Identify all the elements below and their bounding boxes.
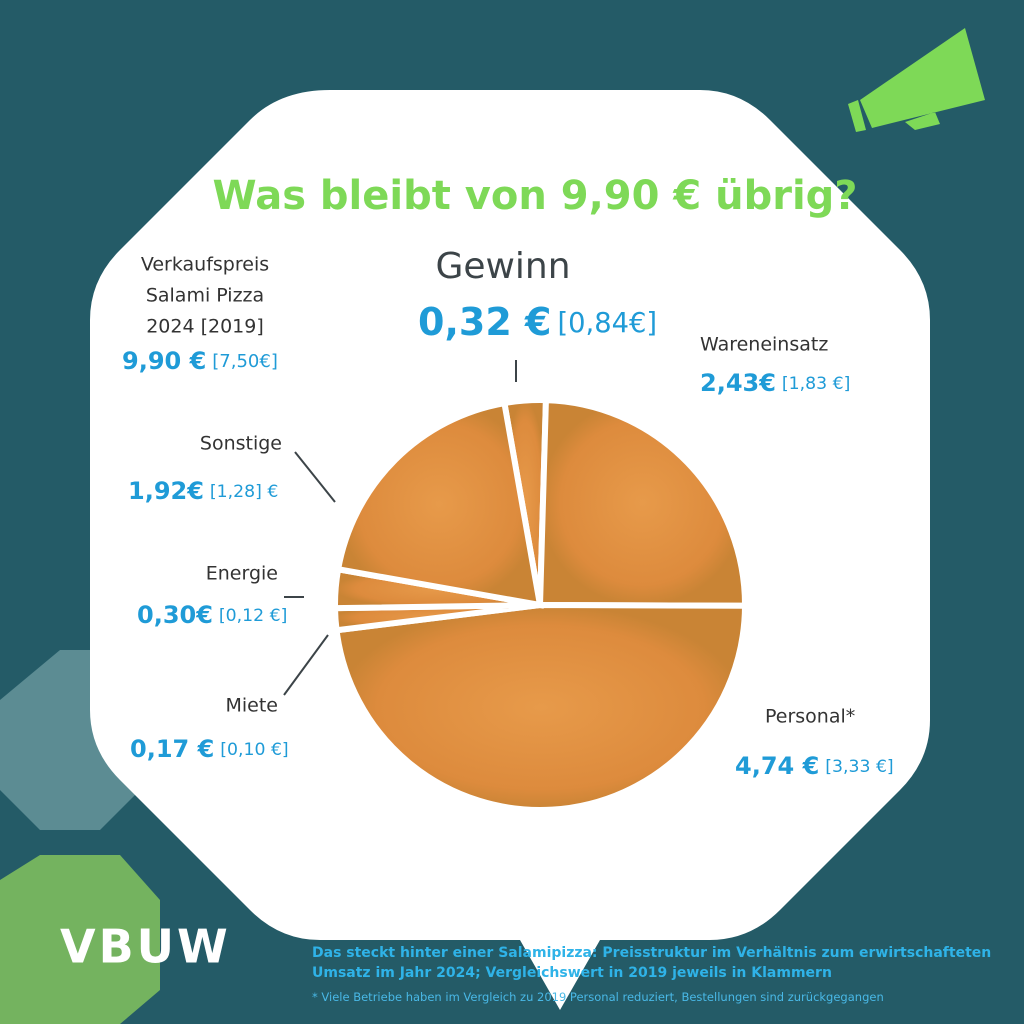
value-label: 0,30€: [137, 601, 213, 629]
category-label: Miete: [225, 695, 278, 717]
value-label: 2,43€: [700, 369, 776, 397]
total-label: Salami Pizza: [146, 285, 264, 307]
pie-slice: [536, 396, 748, 609]
compare-label: [1,28] €: [210, 482, 278, 502]
footnote: * Viele Betriebe haben im Vergleich zu 2…: [312, 990, 884, 1004]
value-text: 0,17 € [0,10 €]: [130, 735, 289, 763]
caption: Das steckt hinter einer Salamipizza: Pre…: [312, 945, 992, 981]
value-text: 1,92€ [1,28] €: [128, 477, 278, 505]
total-label: Verkaufspreis: [141, 254, 269, 276]
compare-label: [3,33 €]: [825, 757, 893, 777]
value-text: 4,74 € [3,33 €]: [735, 752, 894, 780]
category-label: Energie: [206, 563, 278, 585]
pointer-line: [294, 451, 336, 503]
value-text: 0,30€ [0,12 €]: [137, 601, 287, 629]
pie-slice: [333, 601, 749, 814]
value-label: 0,32 €: [418, 300, 551, 344]
labels: Gewinn 0,32 € [0,84€] Wareneinsatz 2,43€ [1,8…: [122, 246, 894, 780]
category-label: Wareneinsatz: [700, 334, 828, 356]
compare-label: [0,10 €]: [220, 740, 288, 760]
value-text: 0,32 € [0,84€]: [418, 300, 657, 344]
category-label: Gewinn: [435, 246, 570, 287]
category-label: Personal*: [765, 706, 855, 728]
total-value-label: 9,90 €: [122, 347, 206, 375]
pie-slice: [334, 399, 544, 609]
total-label: 2024 [2019]: [146, 316, 264, 338]
pie: [331, 396, 749, 814]
compare-label: [1,83 €]: [782, 374, 850, 394]
logo-shape: [0, 855, 160, 1024]
compare-label: [0,84€]: [557, 308, 657, 339]
title: Was bleibt von 9,90 € übrig?: [213, 173, 858, 219]
value-label: 0,17 €: [130, 735, 214, 763]
pointer-line: [283, 634, 329, 696]
total-compare-label: [7,50€]: [212, 351, 278, 372]
megaphone-icon: [848, 28, 985, 132]
logo: VBUW: [60, 920, 231, 974]
category-label: Sonstige: [200, 433, 282, 455]
value-label: 1,92€: [128, 477, 204, 505]
compare-label: [0,12 €]: [219, 606, 287, 626]
value-label: 4,74 €: [735, 752, 819, 780]
value-text: 2,43€ [1,83 €]: [700, 369, 850, 397]
total-value: 9,90 € [7,50€]: [122, 347, 278, 375]
